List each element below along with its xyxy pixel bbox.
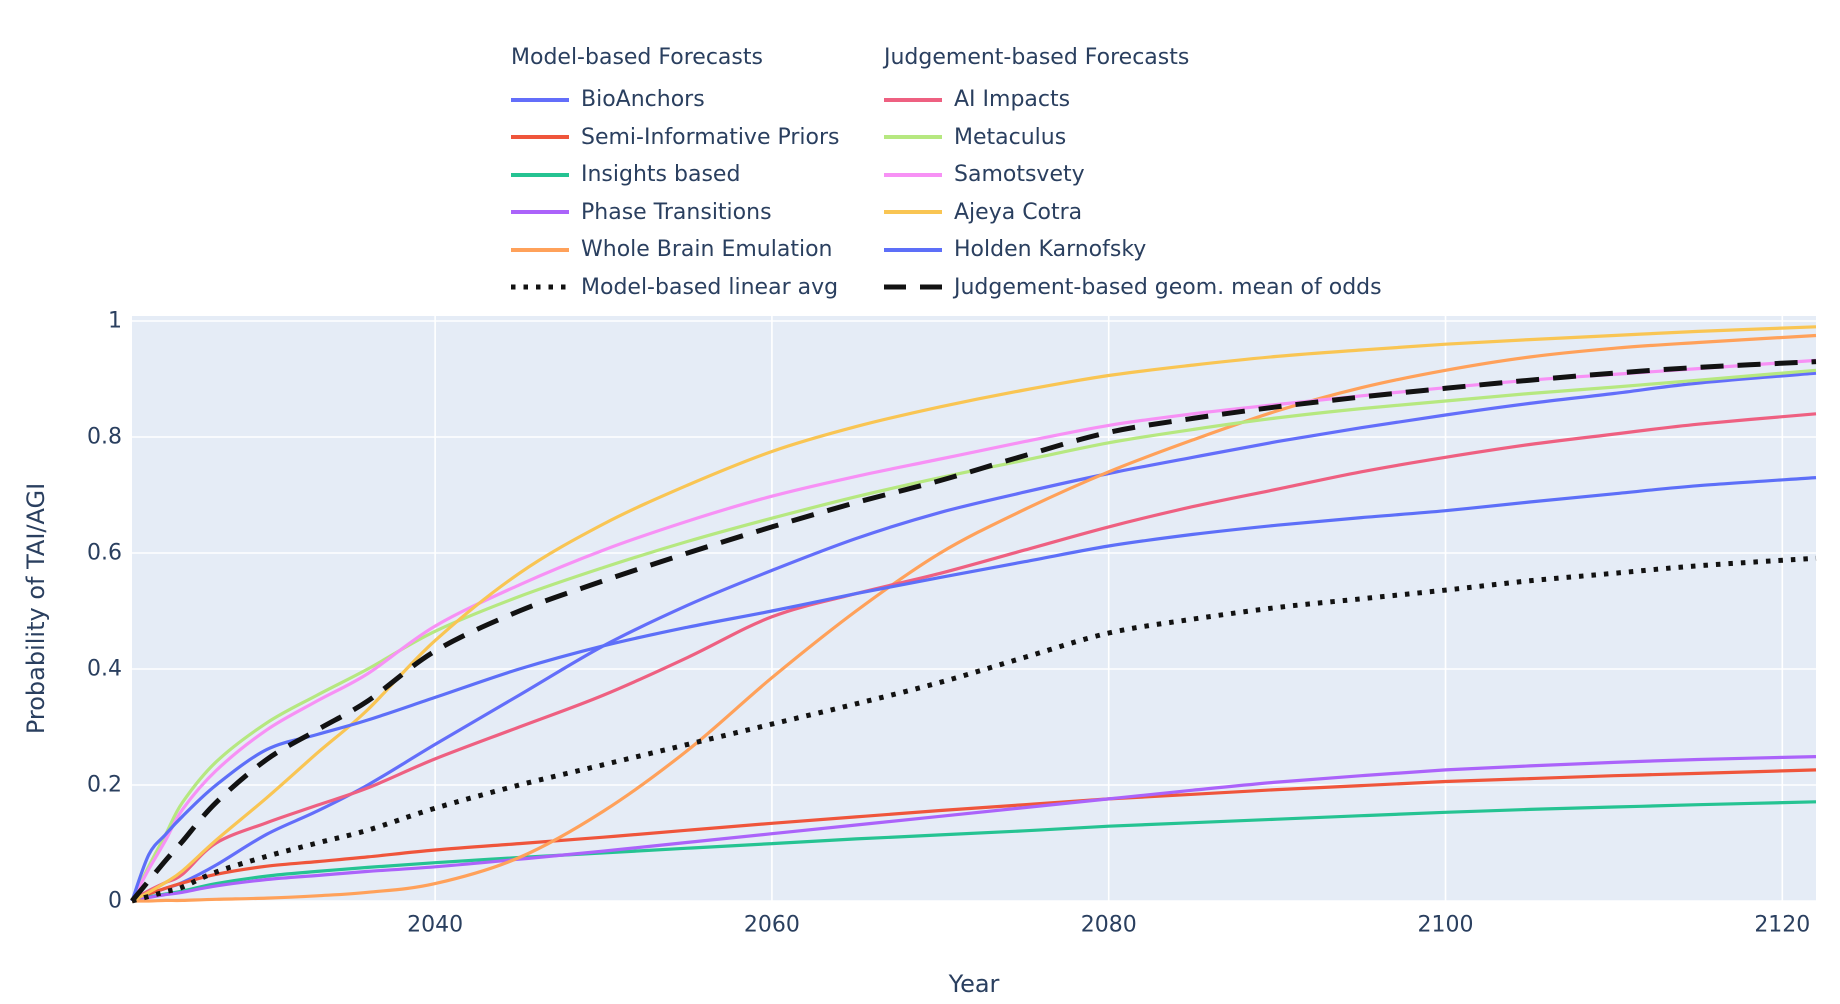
series-line-judgement-based-geom-mean-of-odds	[130, 359, 1817, 903]
legend-items-model-based: BioAnchors Semi-Informative Priors Insight…	[511, 81, 839, 306]
legend-item-semi-informative-priors[interactable]: Semi-Informative Priors	[511, 119, 839, 157]
legend-swatch-ajeya-cotra	[884, 210, 942, 215]
legend-items-judgement-based: AI Impacts Metaculus Samotsvety Ajeya Cotra…	[884, 81, 1382, 306]
legend-swatch-judgement-based-geom-mean-of-odds	[884, 284, 942, 290]
legend-item-whole-brain-emulation[interactable]: Whole Brain Emulation	[511, 231, 839, 269]
plot-area	[132, 316, 1816, 901]
x-tick-label: 2060	[744, 913, 800, 938]
legend-item-model-based-linear-avg[interactable]: Model-based linear avg	[511, 269, 839, 307]
x-tick-label: 2100	[1418, 913, 1474, 938]
legend-label-whole-brain-emulation: Whole Brain Emulation	[581, 237, 833, 263]
x-tick-label: 2120	[1754, 913, 1810, 938]
legend-swatch-samotsvety	[884, 172, 942, 177]
y-tick-label: 0.4	[87, 657, 122, 682]
legend-item-bioanchors[interactable]: BioAnchors	[511, 81, 839, 119]
legend-swatch-holden-karnofsky	[884, 247, 942, 252]
legend-label-samotsvety: Samotsvety	[954, 162, 1085, 188]
y-tick-label: 0.6	[87, 541, 122, 566]
series-line-metaculus	[130, 368, 1817, 902]
legend-swatch-bioanchors	[511, 97, 569, 102]
legend-label-phase-transitions: Phase Transitions	[581, 199, 772, 225]
legend-item-judgement-based-geom-mean-of-odds[interactable]: Judgement-based geom. mean of odds	[884, 269, 1382, 307]
y-tick-label: 0.2	[87, 773, 122, 798]
legend-group-model-based: Model-based Forecasts BioAnchors Semi-Inf…	[511, 44, 839, 306]
series-line-holden-karnofsky	[130, 476, 1817, 902]
y-tick-label: 0	[108, 889, 122, 914]
series-line-bioanchors	[131, 371, 1817, 903]
legend-swatch-ai-impacts	[884, 97, 942, 102]
legend-swatch-semi-informative-priors	[511, 135, 569, 140]
legend-item-holden-karnofsky[interactable]: Holden Karnofsky	[884, 231, 1382, 269]
x-tick-label: 2080	[1081, 913, 1137, 938]
legend-label-model-based-linear-avg: Model-based linear avg	[581, 274, 839, 300]
legend-label-insights-based: Insights based	[581, 162, 741, 188]
legend-label-ai-impacts: AI Impacts	[954, 87, 1071, 113]
y-axis-title: Probability of TAI/AGI	[22, 483, 50, 734]
y-tick-label: 1	[108, 309, 122, 334]
x-tick-label: 2040	[407, 913, 463, 938]
legend-item-metaculus[interactable]: Metaculus	[884, 119, 1382, 157]
legend-swatch-insights-based	[511, 172, 569, 177]
series-line-ajeya-cotra	[131, 325, 1817, 903]
legend-label-bioanchors: BioAnchors	[581, 87, 705, 113]
legend-swatch-phase-transitions	[511, 210, 569, 215]
legend-label-ajeya-cotra: Ajeya Cotra	[954, 199, 1083, 225]
legend-label-judgement-based-geom-mean-of-odds: Judgement-based geom. mean of odds	[954, 274, 1382, 300]
series-line-whole-brain-emulation	[131, 333, 1817, 903]
legend-group-judgement-based: Judgement-based Forecasts AI Impacts Meta…	[884, 44, 1382, 306]
y-tick-label: 0.8	[87, 425, 122, 450]
series-line-phase-transitions	[131, 755, 1817, 903]
legend-swatch-metaculus	[884, 135, 942, 140]
series-line-model-based-linear-avg	[131, 555, 1817, 904]
series-line-insights-based	[131, 800, 1817, 903]
legend-label-metaculus: Metaculus	[954, 124, 1067, 150]
legend-swatch-whole-brain-emulation	[511, 247, 569, 252]
legend-item-insights-based[interactable]: Insights based	[511, 156, 839, 194]
legend-item-ajeya-cotra[interactable]: Ajeya Cotra	[884, 194, 1382, 232]
legend-item-ai-impacts[interactable]: AI Impacts	[884, 81, 1382, 119]
legend-item-phase-transitions[interactable]: Phase Transitions	[511, 194, 839, 232]
x-axis-title: Year	[948, 970, 1000, 998]
legend-item-samotsvety[interactable]: Samotsvety	[884, 156, 1382, 194]
legend-swatch-model-based-linear-avg	[511, 284, 569, 290]
legend-label-holden-karnofsky: Holden Karnofsky	[954, 237, 1147, 263]
series-line-semi-informative-priors	[131, 768, 1817, 903]
legend-label-semi-informative-priors: Semi-Informative Priors	[581, 124, 840, 150]
